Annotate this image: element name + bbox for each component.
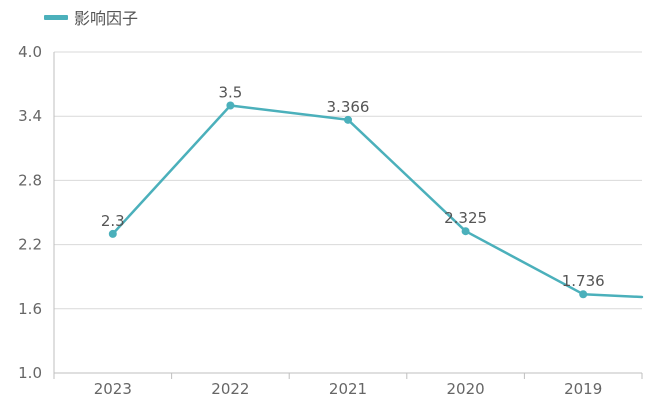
data-label: 2.3 — [101, 212, 125, 230]
series-line — [111, 104, 644, 299]
data-label: 2.325 — [444, 209, 487, 227]
data-point — [226, 101, 235, 110]
y-tick-label: 3.4 — [18, 107, 42, 125]
x-tick-label: 2023 — [94, 380, 132, 398]
x-tick-label: 2022 — [211, 380, 249, 398]
data-point — [344, 115, 352, 124]
x-tick-label: 2021 — [329, 380, 367, 398]
data-label: 1.736 — [562, 272, 605, 290]
data-point — [579, 290, 588, 299]
data-point — [108, 229, 117, 238]
legend: 影响因子 — [44, 6, 138, 28]
data-point — [461, 227, 470, 236]
data-label: 3.5 — [218, 84, 242, 102]
y-tick-label: 4.0 — [18, 43, 42, 61]
legend-label: 影响因子 — [74, 9, 139, 28]
y-tick-label: 1.6 — [18, 300, 42, 318]
y-tick-label: 1.0 — [18, 364, 42, 382]
x-tick-label: 2020 — [447, 380, 485, 398]
x-tick-label: 2019 — [564, 380, 602, 398]
y-tick-label: 2.2 — [18, 236, 42, 254]
data-label: 3.366 — [327, 98, 370, 116]
y-tick-label: 2.8 — [18, 171, 42, 189]
legend-swatch — [44, 14, 68, 20]
